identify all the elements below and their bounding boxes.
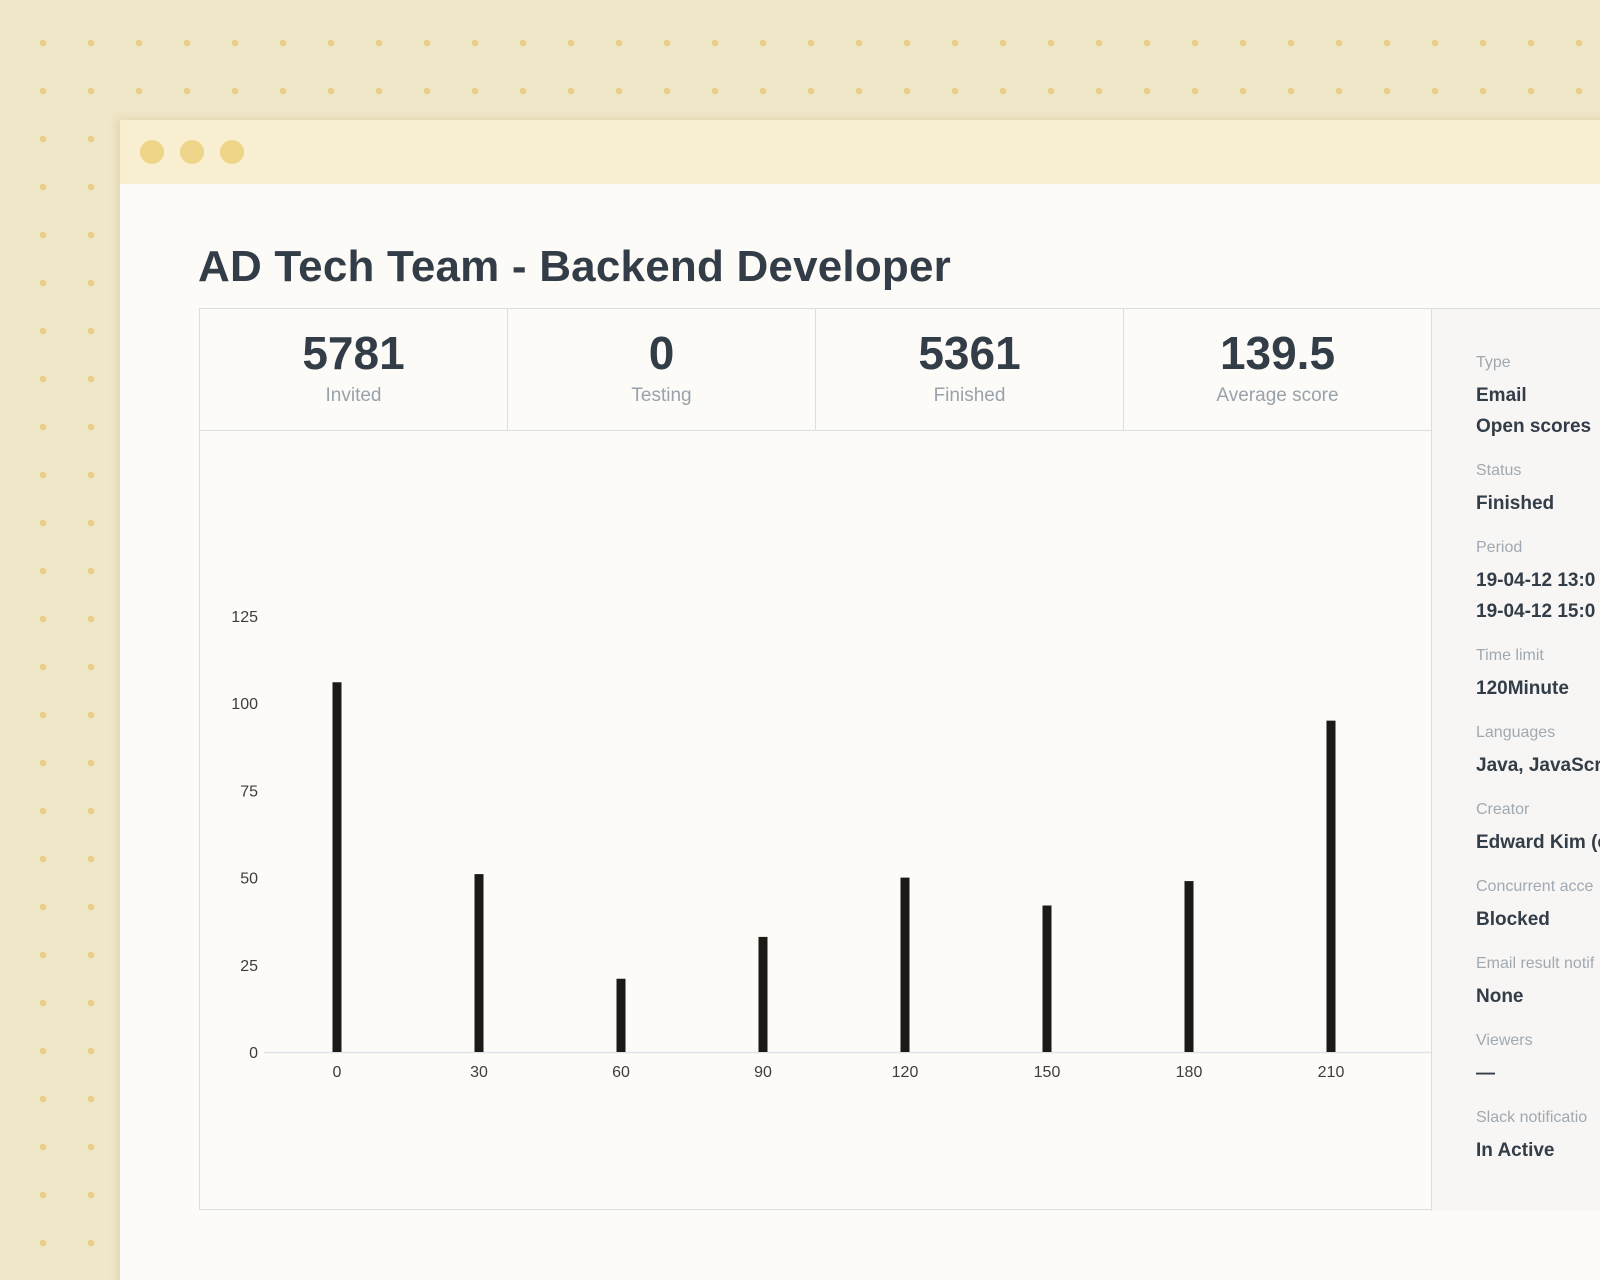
- detail-value: Edward Kim (e: [1476, 832, 1600, 853]
- detail-field: Period 19-04-12 13:0 19-04-12 15:0: [1476, 538, 1600, 627]
- stat-value: 139.5: [1219, 327, 1336, 379]
- x-tick-label: 210: [1318, 1064, 1345, 1081]
- x-tick-label: 150: [1034, 1064, 1061, 1081]
- x-tick-label: 60: [612, 1064, 630, 1081]
- chart-bar[interactable]: [332, 682, 342, 1052]
- y-tick-label: 50: [240, 871, 258, 888]
- x-tick-label: 90: [754, 1064, 772, 1081]
- detail-value: 19-04-12 15:0: [1476, 601, 1596, 622]
- stat-label: Average score: [1216, 385, 1339, 406]
- y-tick-label: 125: [231, 609, 258, 626]
- window-titlebar: [120, 120, 1600, 184]
- stat-testing: 0 Testing: [508, 309, 816, 431]
- window-minimize-button[interactable]: [180, 140, 204, 164]
- detail-value: Open scores: [1476, 416, 1592, 437]
- chart-bar[interactable]: [1042, 905, 1052, 1052]
- chart-bar[interactable]: [758, 936, 768, 1052]
- detail-field: Status Finished: [1476, 461, 1600, 519]
- details-sidebar: Type Email Open scores Status Finished Period…: [1431, 309, 1600, 1211]
- detail-field: Concurrent acce Blocked: [1476, 877, 1600, 935]
- chart-bar[interactable]: [900, 877, 910, 1052]
- app-window: AD Tech Team - Backend Developer 5781 In…: [120, 120, 1600, 1280]
- detail-value: Blocked: [1476, 909, 1550, 930]
- detail-field: Time limit 120Minute: [1476, 646, 1600, 704]
- stat-average-score: 139.5 Average score: [1124, 309, 1431, 431]
- detail-value: —: [1476, 1063, 1495, 1084]
- chart-bar[interactable]: [474, 874, 484, 1052]
- page-title: AD Tech Team - Backend Developer: [198, 242, 952, 291]
- detail-label: Type: [1476, 354, 1511, 371]
- chart-bar[interactable]: [1184, 881, 1194, 1052]
- y-tick-label: 25: [240, 958, 258, 975]
- detail-field: Creator Edward Kim (e: [1476, 800, 1600, 858]
- detail-value: None: [1476, 986, 1524, 1007]
- detail-field: Viewers —: [1476, 1031, 1600, 1089]
- detail-label: Creator: [1476, 801, 1530, 818]
- x-tick-label: 180: [1176, 1064, 1203, 1081]
- detail-value: Finished: [1476, 493, 1555, 514]
- detail-value: Java, JavaScr: [1476, 755, 1600, 776]
- detail-label: Concurrent acce: [1476, 878, 1594, 895]
- y-tick-label: 75: [240, 783, 258, 800]
- y-tick-label: 100: [231, 696, 258, 713]
- detail-label: Slack notificatio: [1476, 1109, 1588, 1126]
- stats-bar: 5781 Invited 0 Testing 5361 Finished 139…: [200, 309, 1431, 431]
- detail-field: Email result notif None: [1476, 954, 1600, 1012]
- detail-label: Status: [1476, 462, 1522, 479]
- y-tick-label: 0: [249, 1045, 258, 1062]
- stat-label: Testing: [631, 385, 692, 406]
- detail-value: Email: [1476, 385, 1527, 406]
- detail-label: Email result notif: [1476, 955, 1595, 972]
- detail-field: Languages Java, JavaScr: [1476, 723, 1600, 781]
- detail-label: Period: [1476, 539, 1523, 556]
- window-close-button[interactable]: [140, 140, 164, 164]
- chart-bar[interactable]: [1326, 720, 1336, 1052]
- stat-value: 5781: [302, 327, 405, 379]
- x-tick-label: 0: [333, 1064, 342, 1081]
- detail-field: Type Email Open scores: [1476, 353, 1600, 442]
- detail-value: In Active: [1476, 1140, 1555, 1161]
- window-maximize-button[interactable]: [220, 140, 244, 164]
- stat-value: 0: [648, 327, 675, 379]
- stat-label: Finished: [933, 385, 1006, 406]
- detail-value: 19-04-12 13:0: [1476, 570, 1596, 591]
- detail-label: Viewers: [1476, 1032, 1533, 1049]
- stat-invited: 5781 Invited: [200, 309, 508, 431]
- detail-field: Slack notificatio In Active: [1476, 1108, 1600, 1166]
- detail-label: Time limit: [1476, 647, 1544, 664]
- x-tick-label: 30: [470, 1064, 488, 1081]
- stat-finished: 5361 Finished: [816, 309, 1124, 431]
- results-panel: 5781 Invited 0 Testing 5361 Finished 139…: [199, 308, 1600, 1211]
- chart-svg: 0 25 50 75 100 125 0 30 60 90 120 150 180 210: [231, 609, 1431, 1081]
- detail-label: Languages: [1476, 724, 1556, 741]
- chart-bar[interactable]: [616, 978, 626, 1052]
- stat-label: Invited: [325, 385, 382, 406]
- stat-value: 5361: [918, 327, 1021, 379]
- x-tick-label: 120: [892, 1064, 919, 1081]
- score-distribution-chart: 0 25 50 75 100 125 0 30 60 90 120 150 180 210: [200, 432, 1431, 1210]
- detail-value: 120Minute: [1476, 678, 1569, 699]
